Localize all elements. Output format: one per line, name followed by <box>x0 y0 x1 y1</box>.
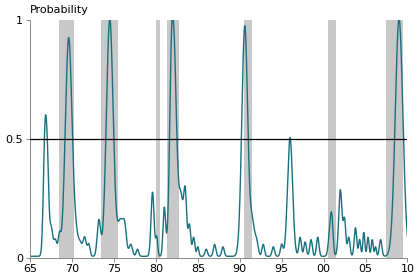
Text: Probability: Probability <box>30 5 89 15</box>
Bar <box>156 20 160 258</box>
Bar <box>386 20 403 258</box>
Bar <box>167 20 178 258</box>
Bar <box>60 20 74 258</box>
Bar <box>328 20 336 258</box>
Bar <box>101 20 118 258</box>
Bar <box>244 20 252 258</box>
